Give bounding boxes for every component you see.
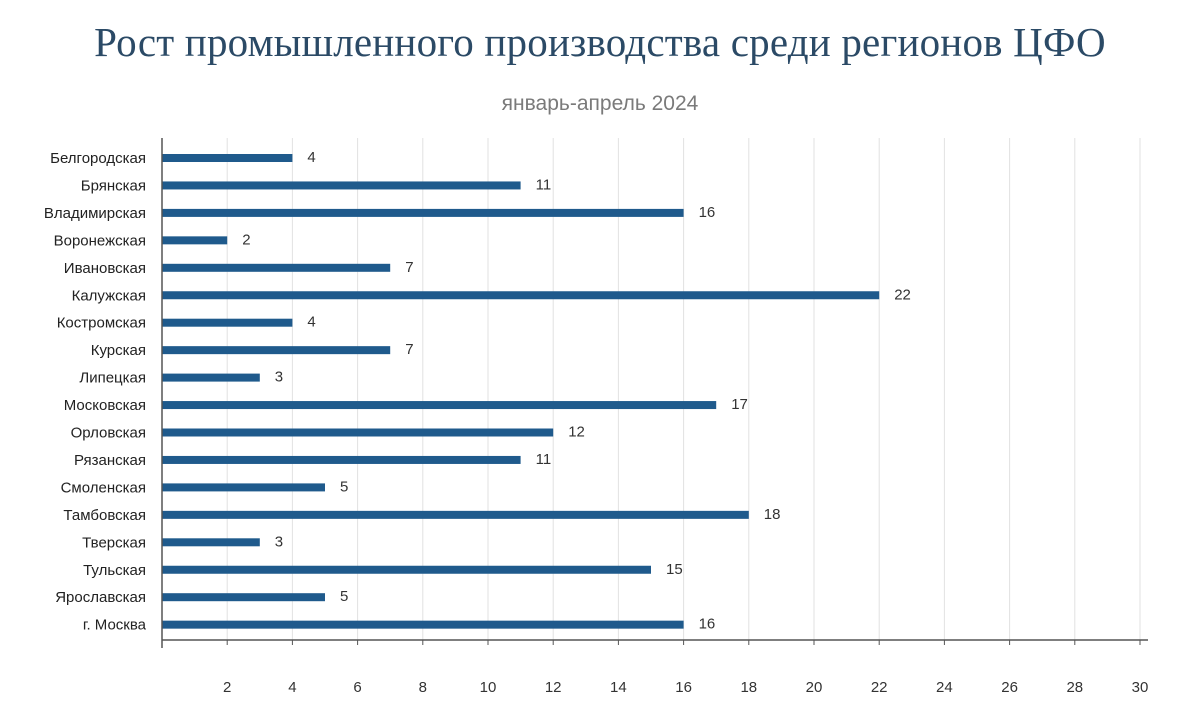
bar-13: [162, 483, 325, 492]
data-label-3: 16: [699, 204, 716, 221]
bar-6: [162, 291, 880, 300]
category-label-8: Курская: [91, 342, 146, 359]
data-label-15: 3: [275, 533, 283, 550]
bar-16: [162, 565, 651, 574]
data-label-14: 18: [764, 506, 781, 523]
category-label-5: Ивановская: [64, 260, 146, 277]
bar-7: [162, 318, 293, 327]
data-label-4: 2: [242, 231, 250, 248]
bar-1: [162, 154, 293, 162]
category-label-2: Брянская: [81, 177, 146, 194]
category-label-3: Владимирская: [44, 205, 146, 222]
data-label-17: 5: [340, 588, 348, 605]
tick-label-x-30: 30: [1132, 679, 1149, 696]
bar-18: [162, 620, 684, 629]
tick-label-x-24: 24: [936, 679, 953, 696]
chart-title: Рост промышленного производства среди ре…: [94, 19, 1106, 65]
bar-12: [162, 455, 521, 464]
category-label-10: Московская: [64, 397, 146, 414]
tick-label-x-26: 26: [1001, 679, 1018, 696]
data-label-16: 15: [666, 561, 683, 578]
bar-17: [162, 593, 325, 602]
bar-8: [162, 346, 391, 355]
data-label-1: 4: [307, 149, 315, 166]
category-label-4: Воронежская: [54, 232, 146, 249]
data-label-8: 7: [405, 341, 413, 358]
bar-15: [162, 538, 260, 547]
bar-9: [162, 373, 260, 382]
data-label-7: 4: [307, 314, 315, 331]
category-label-1: Белгородская: [50, 150, 146, 167]
category-label-9: Липецкая: [79, 370, 146, 387]
category-label-14: Тамбовская: [63, 507, 146, 524]
category-label-16: Тульская: [83, 562, 146, 579]
tick-label-x-16: 16: [675, 679, 692, 696]
bar-14: [162, 510, 749, 519]
bar-10: [162, 401, 717, 410]
category-label-7: Костромская: [57, 315, 146, 332]
category-label-13: Смоленская: [61, 479, 146, 496]
tick-label-x-10: 10: [480, 679, 497, 696]
tick-label-x-20: 20: [806, 679, 823, 696]
bar-5: [162, 263, 391, 272]
bar-2: [162, 181, 521, 190]
data-label-10: 17: [731, 396, 748, 413]
tick-label-x-14: 14: [610, 679, 627, 696]
tick-label-x-22: 22: [871, 679, 888, 696]
bar-3: [162, 208, 684, 217]
category-label-11: Орловская: [71, 425, 146, 442]
bar-11: [162, 428, 554, 437]
category-label-17: Ярославская: [55, 589, 146, 606]
data-label-6: 22: [894, 286, 911, 303]
chart-subtitle: январь-апрель 2024: [501, 92, 699, 115]
bar-4: [162, 236, 228, 245]
tick-label-x-8: 8: [419, 679, 427, 696]
data-label-2: 11: [536, 176, 552, 193]
data-label-5: 7: [405, 259, 413, 276]
data-label-11: 12: [568, 424, 585, 441]
category-label-15: Тверская: [82, 534, 146, 551]
category-label-12: Рязанская: [74, 452, 146, 469]
category-label-6: Калужская: [72, 287, 146, 304]
category-label-18: г. Москва: [83, 617, 147, 634]
tick-label-x-6: 6: [353, 679, 361, 696]
data-label-13: 5: [340, 478, 348, 495]
data-label-9: 3: [275, 369, 283, 386]
tick-label-x-28: 28: [1066, 679, 1083, 696]
data-label-18: 16: [699, 616, 716, 633]
tick-label-x-4: 4: [288, 679, 296, 696]
tick-label-x-18: 18: [740, 679, 757, 696]
tick-label-x-2: 2: [223, 679, 231, 696]
tick-label-x-12: 12: [545, 679, 562, 696]
data-label-12: 11: [536, 451, 552, 468]
